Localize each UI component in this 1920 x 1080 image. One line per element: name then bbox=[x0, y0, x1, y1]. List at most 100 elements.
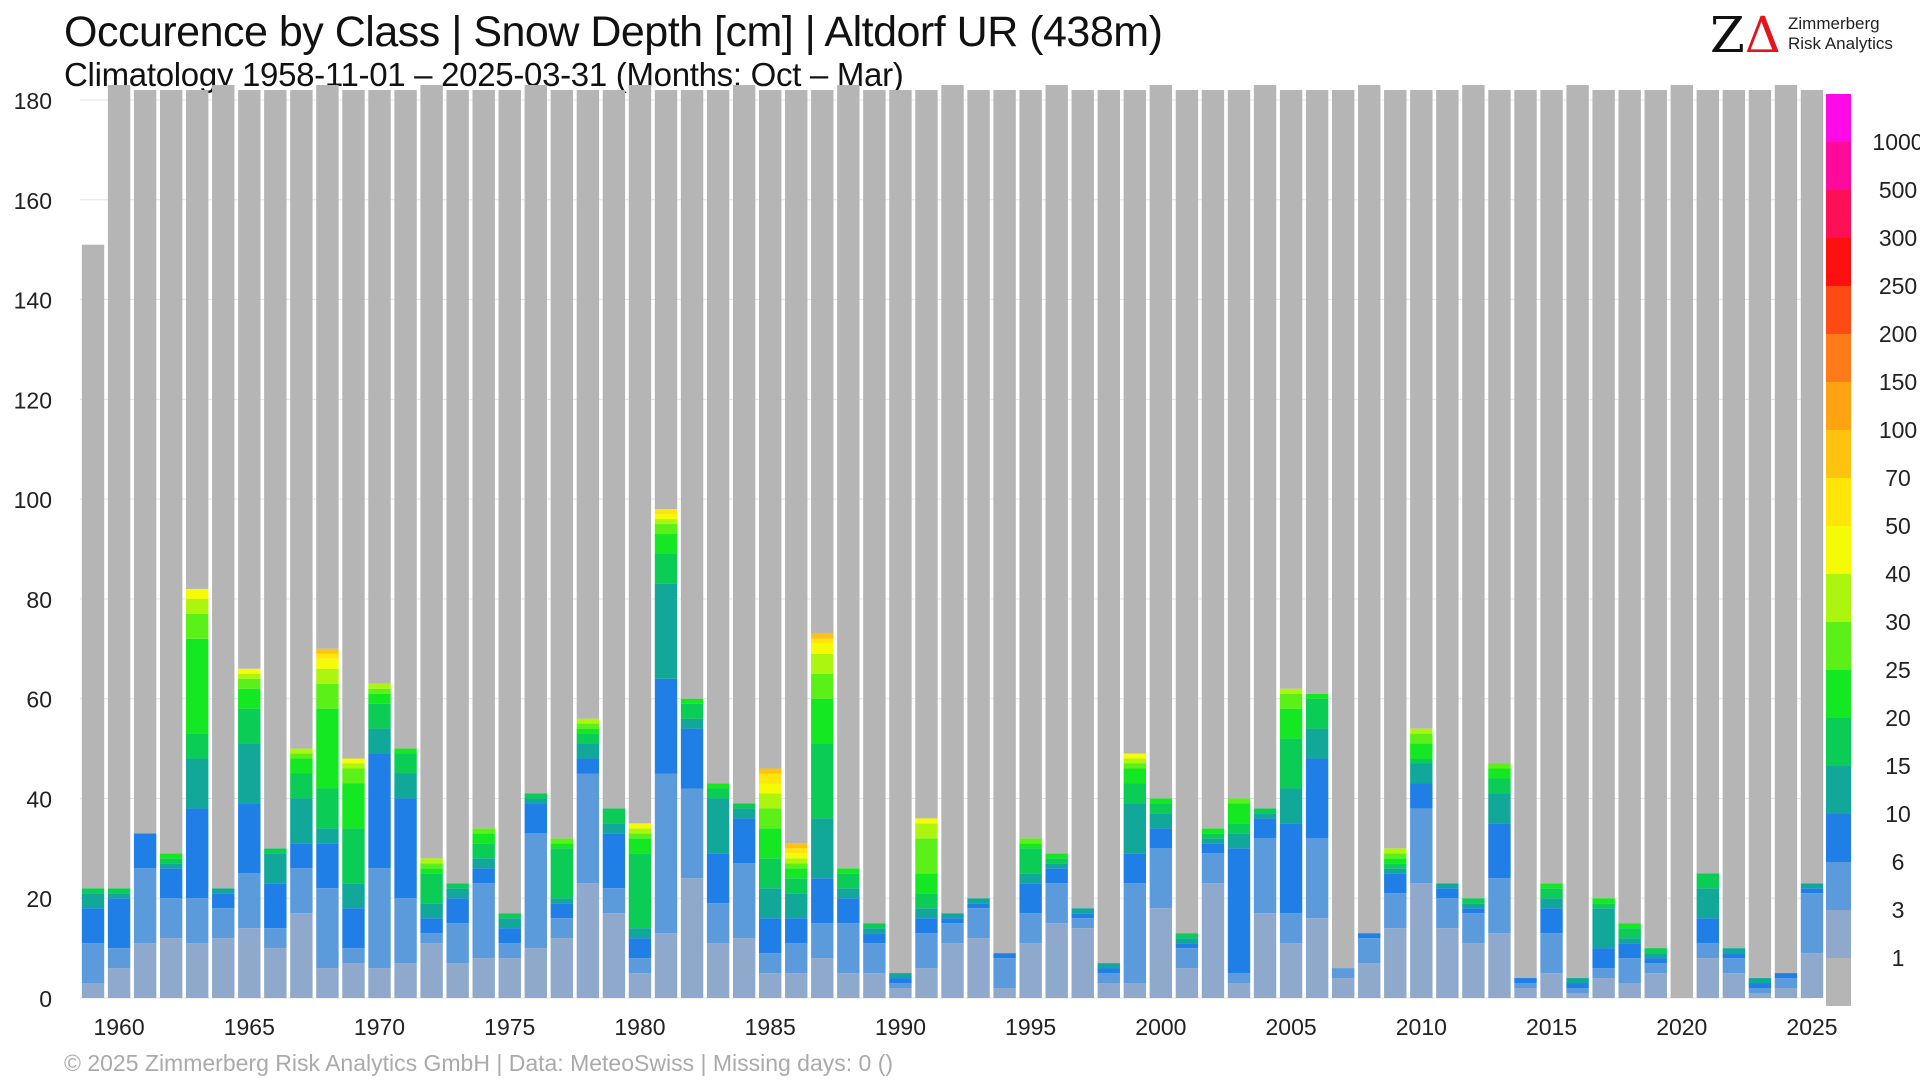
bar-segment-class-1 bbox=[1748, 993, 1772, 998]
bar-stack-2022 bbox=[1722, 90, 1746, 998]
bar-segment-class-10 bbox=[1644, 953, 1667, 959]
bar-segment-class-25 bbox=[186, 613, 209, 639]
bar-segment-class-1 bbox=[368, 968, 391, 998]
bar-segment-class-25 bbox=[368, 688, 391, 694]
logo-letter-z: Z bbox=[1710, 6, 1745, 64]
bar-segment-no-snow bbox=[290, 90, 313, 749]
bar-segment-class-10 bbox=[1410, 763, 1433, 784]
bar-segment-class-20 bbox=[628, 838, 652, 854]
bar-segment-class-6 bbox=[1748, 983, 1772, 989]
bar-segment-class-1 bbox=[186, 943, 209, 998]
bar-segment-class-40 bbox=[342, 758, 365, 764]
bar-segment-no-snow bbox=[1748, 90, 1772, 979]
bar-segment-no-snow bbox=[1436, 90, 1459, 884]
bar-segment-class-10 bbox=[1201, 838, 1225, 844]
bar-segment-no-snow bbox=[394, 90, 417, 749]
bar-stack-1998 bbox=[1097, 90, 1120, 998]
bar-segment-class-10 bbox=[472, 858, 495, 869]
bar-stack-1964 bbox=[212, 85, 235, 998]
x-tick-label: 2025 bbox=[1786, 1014, 1837, 1040]
bar-segment-class-6 bbox=[1488, 823, 1511, 879]
bar-segment-class-6 bbox=[1566, 983, 1589, 989]
bar-segment-no-snow bbox=[1253, 85, 1277, 809]
colorbar-segment-30 bbox=[1826, 574, 1851, 622]
y-tick-label: 20 bbox=[26, 886, 52, 912]
logo-line-2: Risk Analytics bbox=[1788, 34, 1893, 53]
logo-line-1: Zimmerberg bbox=[1788, 14, 1880, 33]
x-tick-label: 2015 bbox=[1526, 1014, 1577, 1040]
bar-stack-2025 bbox=[1800, 90, 1824, 998]
bar-segment-class-10 bbox=[1722, 948, 1746, 954]
bar-segment-class-15 bbox=[420, 873, 443, 904]
bar-segment-class-3 bbox=[1722, 958, 1746, 974]
footer-credit: © 2025 Zimmerberg Risk Analytics GmbH | … bbox=[64, 1050, 894, 1076]
bar-segment-class-6 bbox=[993, 953, 1016, 959]
bar-segment-class-15 bbox=[811, 743, 834, 819]
bar-segment-class-15 bbox=[264, 848, 287, 854]
bar-segment-no-snow bbox=[1540, 90, 1563, 884]
bar-stack-1993 bbox=[967, 90, 990, 998]
bar-segment-class-6 bbox=[1800, 888, 1824, 894]
bar-segment-class-50 bbox=[316, 653, 339, 659]
bar-stack-1996 bbox=[1045, 85, 1068, 998]
bar-segment-class-10 bbox=[420, 903, 443, 919]
bar-segment-class-20 bbox=[1305, 693, 1329, 699]
bar-segment-class-3 bbox=[1774, 978, 1798, 989]
bar-segment-class-30 bbox=[654, 519, 678, 525]
bar-segment-class-20 bbox=[1592, 898, 1615, 904]
bar-segment-class-15 bbox=[837, 873, 860, 889]
bar-segment-class-30 bbox=[915, 823, 938, 839]
bar-segment-class-1 bbox=[915, 968, 938, 998]
bar-segment-class-10 bbox=[1279, 788, 1303, 824]
colorbar-segment-200 bbox=[1826, 286, 1851, 334]
y-tick-label: 180 bbox=[14, 88, 52, 114]
bar-segment-class-50 bbox=[654, 509, 678, 515]
bar-stack-2015 bbox=[1540, 90, 1563, 998]
bar-segment-class-1 bbox=[602, 913, 626, 998]
bar-segment-class-20 bbox=[342, 783, 365, 829]
x-tick-label: 2005 bbox=[1266, 1014, 1317, 1040]
bar-segment-class-1 bbox=[654, 933, 678, 998]
bar-segment-class-1 bbox=[1592, 978, 1615, 998]
bar-stack-1990 bbox=[889, 90, 912, 998]
bar-segment-class-30 bbox=[1410, 728, 1433, 734]
bar-stack-2023 bbox=[1748, 90, 1772, 998]
bar-segment-class-1 bbox=[1774, 988, 1798, 998]
bar-segment-class-1 bbox=[1019, 943, 1042, 998]
bar-segment-class-6 bbox=[576, 758, 600, 774]
bar-segment-class-3 bbox=[1331, 968, 1355, 979]
bar-segment-class-3 bbox=[238, 873, 261, 929]
bar-segment-class-20 bbox=[576, 728, 600, 734]
bar-stack-2021 bbox=[1696, 90, 1720, 998]
bar-segment-class-6 bbox=[1175, 943, 1199, 949]
bar-segment-class-15 bbox=[576, 733, 600, 744]
bar-segment-class-1 bbox=[264, 948, 287, 998]
bar-segment-class-3 bbox=[941, 923, 964, 944]
bar-segment-class-10 bbox=[1618, 938, 1641, 944]
bar-segment-class-6 bbox=[1123, 853, 1147, 884]
bar-segment-class-30 bbox=[186, 598, 209, 614]
bar-segment-class-10 bbox=[159, 863, 183, 869]
bar-segment-class-1 bbox=[785, 973, 808, 998]
bar-segment-no-snow bbox=[993, 90, 1016, 954]
x-tick-label: 1960 bbox=[93, 1014, 144, 1040]
bar-segment-class-10 bbox=[550, 898, 574, 904]
bar-segment-class-25 bbox=[238, 678, 261, 689]
bar-segment-class-15 bbox=[1123, 783, 1147, 804]
bar-segment-class-10 bbox=[1592, 908, 1615, 949]
bar-segment-class-25 bbox=[758, 808, 782, 829]
bar-segment-class-15 bbox=[394, 753, 417, 774]
colorbar-label: 50 bbox=[1885, 513, 1911, 539]
colorbar-label: 250 bbox=[1879, 273, 1917, 299]
bar-stack-1984 bbox=[732, 85, 756, 998]
bar-segment-class-3 bbox=[1253, 838, 1277, 914]
bar-segment-class-1 bbox=[238, 928, 261, 998]
bar-segment-class-15 bbox=[628, 853, 652, 929]
bar-segment-class-6 bbox=[1618, 943, 1641, 959]
bar-segment-class-15 bbox=[785, 878, 808, 894]
bar-segment-class-20 bbox=[1045, 853, 1068, 859]
bar-segment-no-snow bbox=[1774, 85, 1798, 974]
bar-segment-class-10 bbox=[863, 928, 886, 934]
bar-segment-no-snow bbox=[238, 90, 261, 669]
bar-stack-1979 bbox=[602, 90, 626, 998]
